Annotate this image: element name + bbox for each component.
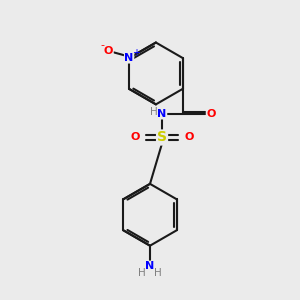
Text: N: N — [124, 53, 134, 63]
Text: N: N — [158, 109, 167, 119]
Text: H: H — [138, 268, 146, 278]
Text: O: O — [104, 46, 113, 56]
Text: H: H — [154, 268, 162, 278]
Text: H: H — [150, 107, 158, 118]
Text: S: S — [157, 130, 167, 145]
Text: +: + — [132, 48, 140, 58]
Text: N: N — [146, 261, 154, 271]
Text: O: O — [184, 133, 194, 142]
Text: O: O — [130, 133, 140, 142]
Text: O: O — [206, 109, 216, 119]
Text: -: - — [100, 40, 104, 50]
